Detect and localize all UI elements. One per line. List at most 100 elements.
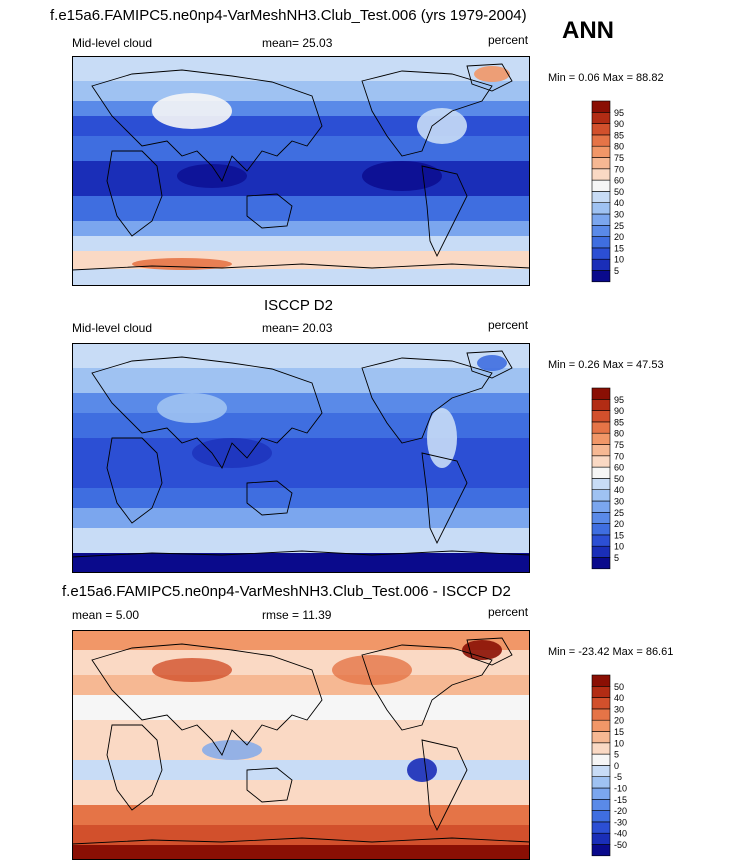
colorbar-tick-label: 60 bbox=[614, 176, 624, 186]
colorbar-tick-label: 75 bbox=[614, 440, 624, 450]
panel-3-units-label: percent bbox=[488, 605, 529, 619]
panel-3-mean-label: mean = 5.00 bbox=[72, 608, 140, 622]
colorbar-box bbox=[591, 489, 611, 502]
coastline bbox=[361, 70, 493, 157]
colorbar-box bbox=[591, 765, 611, 778]
panel-2-units-label: percent bbox=[488, 318, 529, 332]
colorbar-tick-label: 90 bbox=[614, 406, 624, 416]
colorbar-box bbox=[591, 697, 611, 710]
colorbar-box bbox=[591, 810, 611, 823]
colorbar-box bbox=[591, 236, 611, 249]
colorbar-box bbox=[591, 466, 611, 479]
colorbar-box bbox=[591, 134, 611, 147]
colorbar-tick-label: 15 bbox=[614, 727, 624, 737]
coastline bbox=[91, 69, 323, 182]
colorbar-tick-label: 5 bbox=[614, 266, 619, 276]
panel-3-rmse-label: rmse = 11.39 bbox=[262, 608, 332, 622]
colorbar-box bbox=[591, 112, 611, 124]
coastline bbox=[421, 452, 468, 545]
panel-3-map bbox=[72, 630, 530, 860]
colorbar-tick-label: 30 bbox=[614, 497, 624, 507]
colorbar-box bbox=[591, 270, 611, 283]
colorbar-box bbox=[591, 258, 611, 271]
coastline bbox=[91, 356, 323, 469]
colorbar-tick-label: 30 bbox=[614, 210, 624, 220]
colorbar-box bbox=[591, 410, 611, 423]
colorbar-box bbox=[591, 145, 611, 158]
colorbar-tick-label: 95 bbox=[614, 108, 624, 118]
coastline bbox=[91, 643, 323, 756]
coastline bbox=[72, 837, 530, 845]
colorbar-tick-label: -15 bbox=[614, 795, 627, 805]
panel-3-minmax: Min = -23.42 Max = 86.61 bbox=[548, 646, 674, 658]
colorbar-box bbox=[591, 225, 611, 237]
panel-2-minmax: Min = 0.26 Max = 47.53 bbox=[548, 359, 664, 371]
colorbar-tick-label: 50 bbox=[614, 682, 624, 692]
coastline bbox=[361, 357, 493, 444]
colorbar-tick-label: -50 bbox=[614, 840, 627, 850]
panel-3-title: f.e15a6.FAMIPC5.ne0np4-VarMeshNH3.Club_T… bbox=[62, 583, 511, 600]
colorbar-tick-label: 25 bbox=[614, 221, 624, 231]
panel-2-map bbox=[72, 343, 530, 573]
panel-1-mean-label: mean= 25.03 bbox=[262, 36, 333, 50]
colorbar-box bbox=[591, 844, 611, 857]
coastline bbox=[421, 739, 468, 832]
colorbar-tick-label: 20 bbox=[614, 716, 624, 726]
colorbar-tick-label: 10 bbox=[614, 542, 624, 552]
colorbar-tick-label: 40 bbox=[614, 485, 624, 495]
colorbar-box bbox=[591, 787, 611, 800]
colorbar-box bbox=[591, 123, 611, 136]
colorbar-tick-label: 85 bbox=[614, 130, 624, 140]
season-label: ANN bbox=[562, 17, 614, 44]
panel-1-title: f.e15a6.FAMIPC5.ne0np4-VarMeshNH3.Club_T… bbox=[50, 7, 527, 24]
colorbar-tick-label: 50 bbox=[614, 187, 624, 197]
coastline bbox=[106, 150, 163, 237]
colorbar-tick-label: 75 bbox=[614, 153, 624, 163]
colorbar-box bbox=[591, 100, 611, 113]
colorbar-tick-label: 40 bbox=[614, 693, 624, 703]
colorbar-tick-label: 0 bbox=[614, 761, 619, 771]
colorbar-tick-label: 70 bbox=[614, 451, 624, 461]
colorbar-tick-label: 30 bbox=[614, 704, 624, 714]
colorbar-tick-label: 15 bbox=[614, 530, 624, 540]
coastline bbox=[466, 63, 513, 92]
colorbar-box bbox=[591, 213, 611, 226]
panel-1-variable-label: Mid-level cloud bbox=[72, 36, 153, 50]
coastline bbox=[466, 350, 513, 379]
colorbar-box bbox=[591, 191, 611, 204]
colorbar-tick-label: -30 bbox=[614, 817, 627, 827]
colorbar-box bbox=[591, 399, 611, 411]
coastline bbox=[246, 767, 293, 803]
colorbar-box bbox=[591, 444, 611, 457]
coastline bbox=[421, 165, 468, 258]
colorbar-tick-label: 10 bbox=[614, 255, 624, 265]
colorbar-box bbox=[591, 421, 611, 434]
panel-1-units-label: percent bbox=[488, 33, 529, 47]
colorbar-box bbox=[591, 686, 611, 698]
coastline bbox=[466, 637, 513, 666]
panel-1-map bbox=[72, 56, 530, 286]
colorbar-tick-label: 95 bbox=[614, 395, 624, 405]
colorbar-box bbox=[591, 157, 611, 170]
colorbar-tick-label: 85 bbox=[614, 417, 624, 427]
coastline bbox=[106, 724, 163, 811]
colorbar-box bbox=[591, 753, 611, 766]
colorbar-box bbox=[591, 799, 611, 811]
colorbar-box bbox=[591, 557, 611, 570]
colorbar-box bbox=[591, 455, 611, 468]
colorbar-tick-label: -5 bbox=[614, 772, 622, 782]
colorbar-tick-label: 50 bbox=[614, 474, 624, 484]
colorbar-tick-label: -10 bbox=[614, 784, 627, 794]
colorbar-tick-label: 5 bbox=[614, 553, 619, 563]
colorbar-tick-label: 10 bbox=[614, 738, 624, 748]
colorbar-box bbox=[591, 832, 611, 845]
colorbar-tick-label: 80 bbox=[614, 429, 624, 439]
colorbar-tick-label: 20 bbox=[614, 519, 624, 529]
colorbar-tick-label: -20 bbox=[614, 806, 627, 816]
colorbar-box bbox=[591, 742, 611, 755]
coastline bbox=[106, 437, 163, 524]
colorbar-box bbox=[591, 534, 611, 547]
colorbar-box bbox=[591, 202, 611, 215]
